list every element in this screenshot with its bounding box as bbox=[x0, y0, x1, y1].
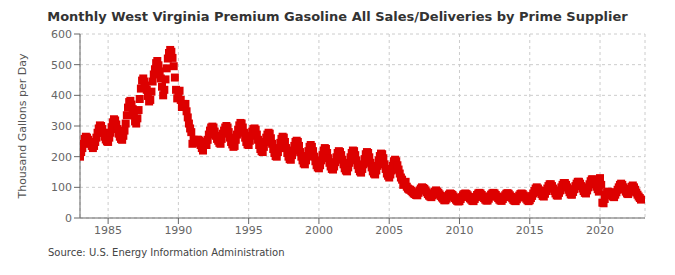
svg-text:0: 0 bbox=[65, 212, 72, 225]
svg-text:2010: 2010 bbox=[445, 224, 473, 237]
svg-text:2005: 2005 bbox=[375, 224, 403, 237]
svg-text:1995: 1995 bbox=[235, 224, 263, 237]
svg-text:1985: 1985 bbox=[94, 224, 122, 237]
svg-text:2015: 2015 bbox=[516, 224, 544, 237]
svg-text:1990: 1990 bbox=[164, 224, 192, 237]
svg-text:200: 200 bbox=[51, 151, 72, 164]
svg-text:500: 500 bbox=[51, 59, 72, 72]
html-text:Monthly West Virginia Premium: Monthly West Virginia Premium Gasoline A… bbox=[47, 9, 628, 24]
svg-text:100: 100 bbox=[51, 181, 72, 194]
svg-text:2020: 2020 bbox=[586, 224, 614, 237]
svg-text:Thousand Gallons per Day: Thousand Gallons per Day bbox=[16, 53, 29, 200]
svg-text:400: 400 bbox=[51, 89, 72, 102]
svg-text:600: 600 bbox=[51, 28, 72, 41]
svg-text:2000: 2000 bbox=[305, 224, 333, 237]
html-text:Source: U.S. Energy Informatio: Source: U.S. Energy Information Administ… bbox=[48, 247, 285, 258]
svg-text:300: 300 bbox=[51, 120, 72, 133]
